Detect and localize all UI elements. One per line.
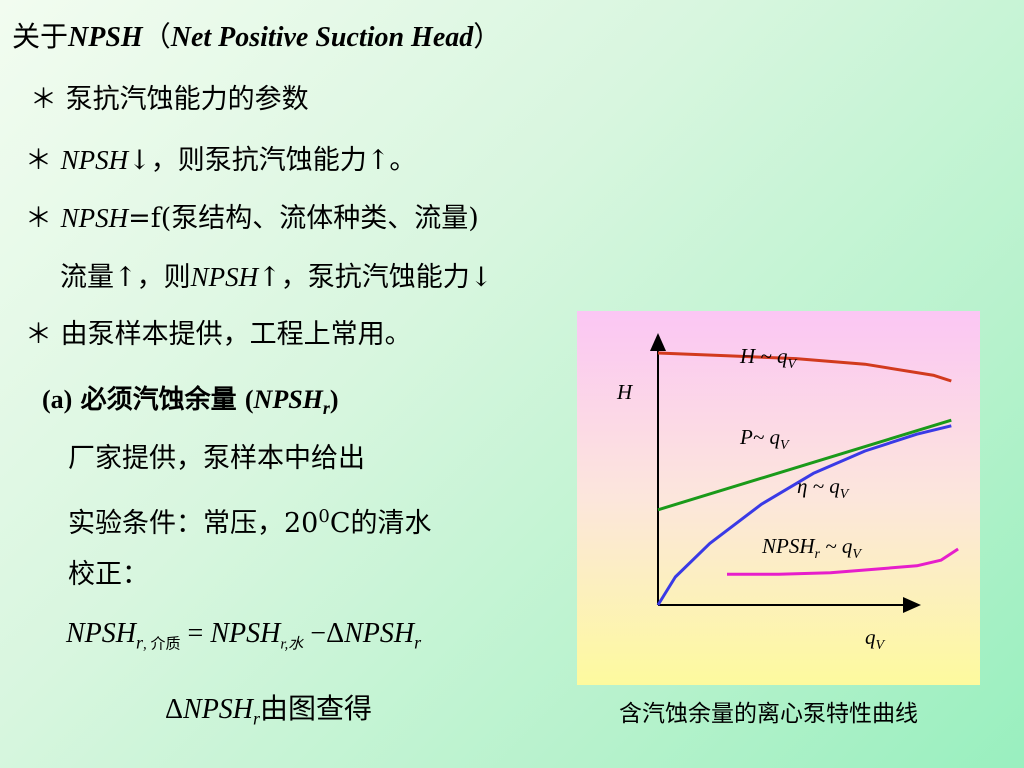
formula-t1-sub: r,水 [280,636,304,653]
bullet-3-text: =f(泵结构、流体种类、流量) [128,203,479,234]
bullet-3-sub-pre: 流量↑，则 [60,262,191,293]
delta-line: ΔNPSHr由图查得 [165,692,372,736]
series-label-2: η ~ qV [797,474,850,502]
title-full: Net Positive Suction Head [170,22,474,53]
section-a-line1: 厂家提供，泵样本中给出 [68,443,365,474]
title-abbr: NPSH [68,22,143,53]
title-prefix: 关于 [12,20,69,53]
series-label-1: P~ qV [739,425,790,453]
bullet-2-term: NPSH [60,145,129,175]
section-a-sub: r [322,398,330,419]
formula-lhs-sub: r [136,632,144,653]
section-a-paren-open: ( [244,385,254,414]
series-line-3 [727,547,959,576]
section-a-line3: 校正： [68,559,149,590]
formula-t2-sub: r [414,632,422,653]
series-line-1 [657,418,952,512]
section-a-paren-close: ) [329,385,339,414]
formula: NPSHr, 介质 = NPSHr,水 −ΔNPSHr [66,617,421,662]
series-label-0: H ~ qV [739,344,798,372]
section-a-term: NPSH [253,385,323,414]
section-a-line2: 实验条件：常压，200C的清水 [68,500,431,541]
bullet-3-term: NPSH [60,203,129,233]
formula-lhs-sub2: , 介质 [143,636,181,653]
bullet-4: ＊ 由泵样本提供，工程上常用。 [25,319,412,350]
title-paren-open: （ [142,20,171,53]
chart-panel: H ~ qV P~ qV η ~ qV NPSHr ~ qV H qV [577,311,980,685]
bullet-star: ＊ [25,145,52,176]
bullet-3: ＊ NPSH=f(泵结构、流体种类、流量) [25,201,479,236]
delta-text: 由图查得 [260,692,373,725]
formula-t2: NPSH [344,618,415,649]
delta-sub: r [253,708,261,729]
section-a-line2-post: C的清水 [329,508,432,539]
series-line-2 [656,424,952,606]
bullet-1: ＊ 泵抗汽蚀能力的参数 [30,84,309,115]
delta-symbol: Δ [165,694,184,725]
section-a-heading: (a) 必须汽蚀余量 (NPSHr) [42,383,339,425]
title-paren-close: ） [473,20,502,53]
page-title: 关于NPSH（Net Positive Suction Head） [12,20,501,55]
delta-term: NPSH [183,694,254,725]
bullet-star: ＊ [25,203,52,234]
series-line-0 [657,351,952,383]
formula-lhs: NPSH [66,618,136,649]
section-a-title: 必须汽蚀余量 [80,385,237,415]
series-label-3: NPSHr ~ qV [761,534,862,562]
formula-t1: NPSH [210,618,281,649]
pump-characteristic-chart: H ~ qV P~ qVη ~ qV NPSHr ~ qV H qV [616,333,959,653]
bullet-3-sub-term: NPSH [190,262,259,292]
bullet-2: ＊ NPSH↓，则泵抗汽蚀能力↑。 [25,143,416,178]
bullet-2-text: ↓，则泵抗汽蚀能力↑。 [128,145,417,176]
y-axis-label: H [616,380,634,404]
formula-delta: Δ [326,618,345,649]
formula-minus: − [310,618,327,649]
bullet-3-sub-post: ↑，泵抗汽蚀能力↓ [258,262,493,293]
section-a-line2-pre: 实验条件：常压，20 [68,508,319,539]
section-a-line2-sup: 0 [318,506,330,527]
chart-caption: 含汽蚀余量的离心泵特性曲线 [619,701,918,727]
bullet-3-sub: 流量↑，则NPSH↑，泵抗汽蚀能力↓ [60,260,492,295]
x-axis-label: qV [865,625,886,653]
section-a-label: (a) [42,385,73,414]
formula-eq: = [187,618,204,649]
